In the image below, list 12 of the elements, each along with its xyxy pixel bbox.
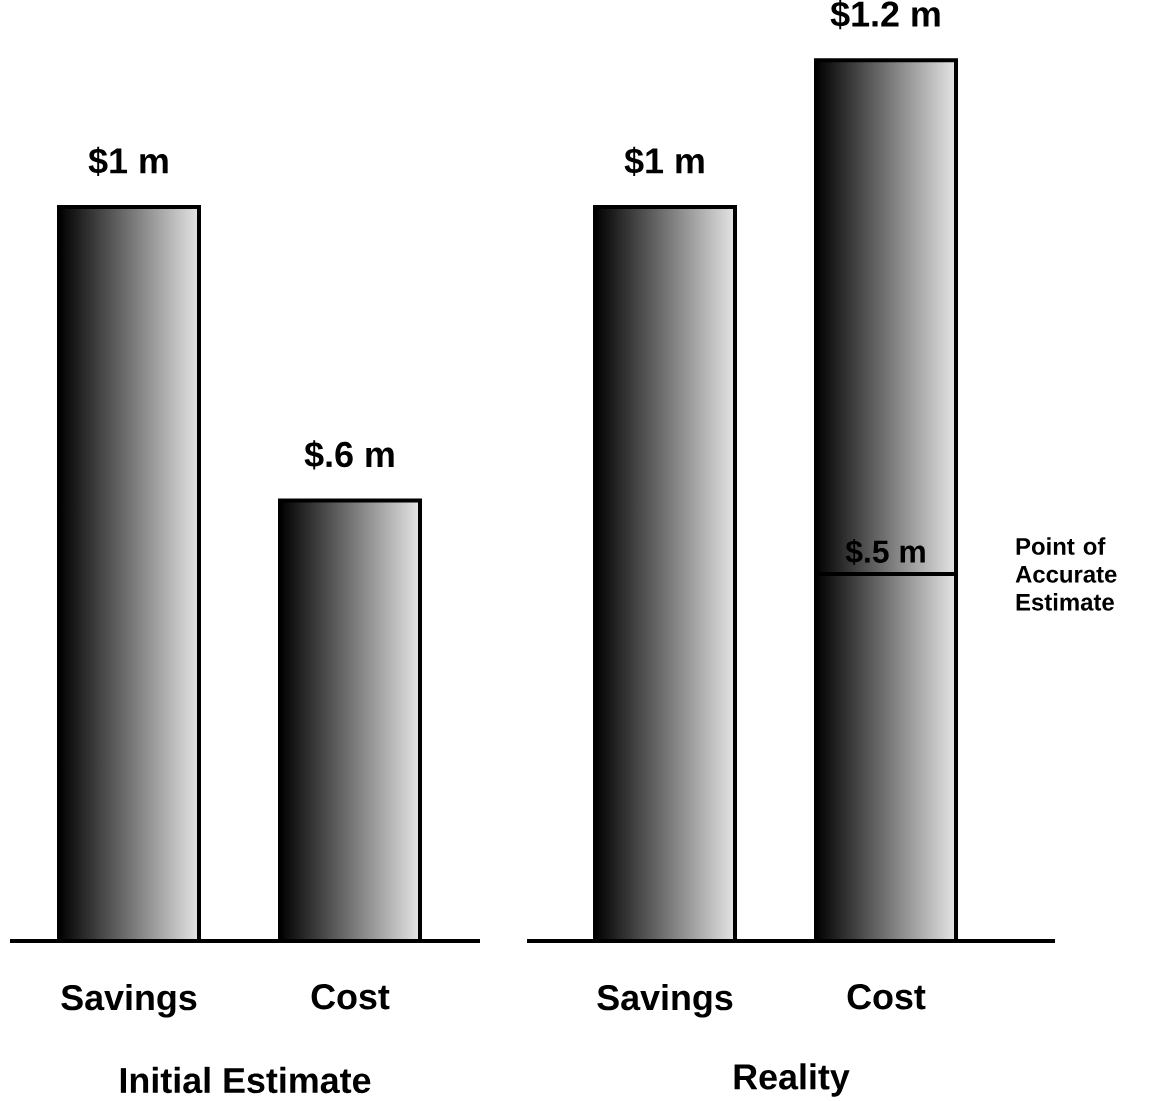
data-label: $.6 m xyxy=(304,440,394,470)
x-tick-label: Savings xyxy=(597,984,733,1018)
data-label: $.5 m xyxy=(845,538,925,565)
x-tick-label: Cost xyxy=(311,984,390,1010)
x-tick-label: Cost xyxy=(847,984,926,1010)
x-tick-label: Savings xyxy=(61,984,197,1018)
annotation: Point of Accurate Estimate xyxy=(1015,537,1117,611)
data-label: $1 m xyxy=(88,146,168,176)
total-label: $1.2 m xyxy=(830,0,940,30)
x-axis-title: Initial Estimate xyxy=(120,1066,371,1094)
x-axis-title: Reality xyxy=(734,1063,850,1097)
data-label: $1 m xyxy=(624,146,704,176)
